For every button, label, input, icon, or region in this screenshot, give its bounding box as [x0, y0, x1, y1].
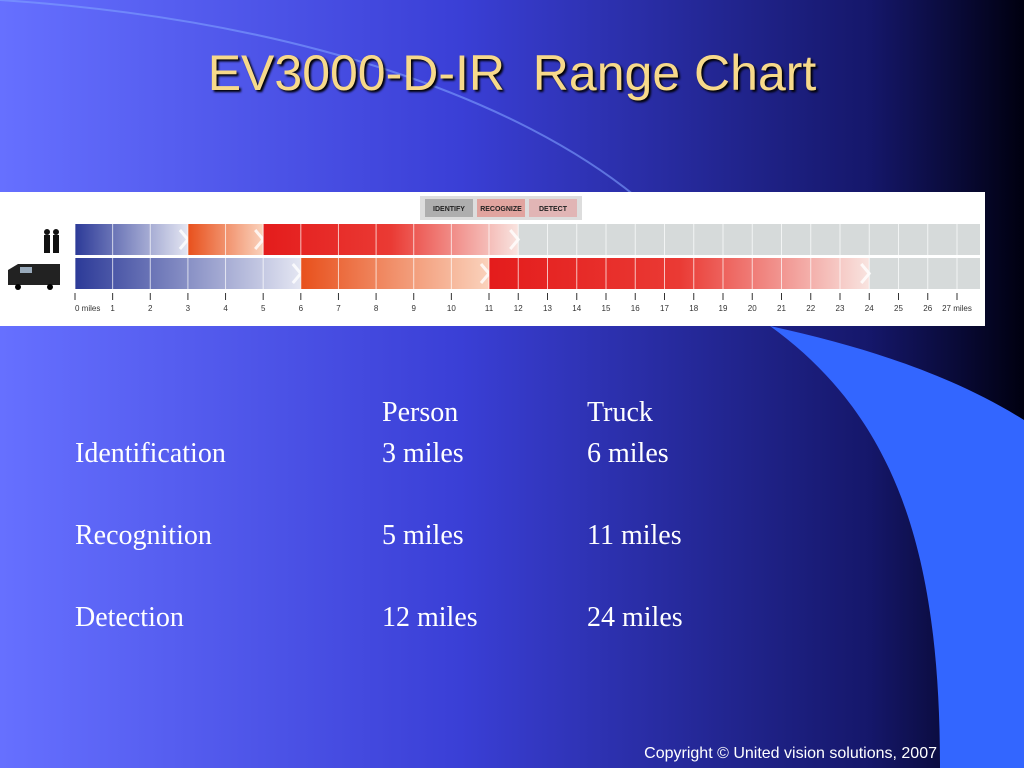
table-cell: 24 miles	[587, 602, 683, 633]
tick-label: 23	[836, 304, 845, 313]
tick-label: 1	[110, 304, 115, 313]
tick-label: 5	[261, 304, 266, 313]
tick-label: 7	[336, 304, 341, 313]
range-segment	[489, 258, 870, 289]
tick-label: 12	[514, 304, 523, 313]
tick-label: 6	[299, 304, 304, 313]
tick-label: 21	[777, 304, 786, 313]
tick-label: 19	[719, 304, 728, 313]
tick-label: 26	[923, 304, 932, 313]
tick-label: 11	[485, 304, 494, 313]
legend-swatch	[529, 199, 577, 217]
tick-label: 8	[374, 304, 379, 313]
legend-label: IDENTIFY	[433, 206, 465, 213]
title: EV3000-D-IR Range Chart	[208, 45, 817, 101]
table-cell: Identification	[75, 438, 226, 469]
legend-label: RECOGNIZE	[480, 206, 522, 213]
tick-label: 0 miles	[75, 304, 100, 313]
table-cell: 11 miles	[587, 520, 682, 551]
tick-label: 2	[148, 304, 153, 313]
decor-shape	[770, 326, 1024, 768]
legend-label: DETECT	[539, 206, 568, 213]
tick-label: 9	[412, 304, 417, 313]
table-cell: 3 miles	[382, 438, 464, 469]
tick-label: 16	[631, 304, 640, 313]
truck-icon	[8, 264, 60, 290]
legend-swatch	[425, 199, 473, 217]
tick-label: 15	[602, 304, 611, 313]
tick-label: 13	[543, 304, 552, 313]
person-icon	[44, 229, 59, 253]
table-cell: 6 miles	[587, 438, 669, 469]
table-cell: Recognition	[75, 520, 212, 551]
table-cell: Detection	[75, 602, 184, 633]
tick-label: 25	[894, 304, 903, 313]
tick-label: 3	[186, 304, 191, 313]
table-header: Person	[382, 397, 458, 428]
table-cell: 12 miles	[382, 602, 478, 633]
range-segment	[263, 224, 519, 255]
tick-label: 22	[806, 304, 815, 313]
tick-label: 14	[572, 304, 581, 313]
range-segment	[300, 258, 489, 289]
copyright: Copyright © United vision solutions, 200…	[644, 745, 937, 762]
tick-label: 17	[660, 304, 669, 313]
legend-box	[420, 196, 582, 220]
tick-label: 24	[865, 304, 874, 313]
tick-label: 10	[447, 304, 456, 313]
table-header: Truck	[587, 397, 653, 428]
tick-label: 4	[223, 304, 228, 313]
tick-label: 27 miles	[942, 304, 972, 313]
table-cell: 5 miles	[382, 520, 464, 551]
legend-swatch	[477, 199, 525, 217]
tick-label: 20	[748, 304, 757, 313]
tick-label: 18	[689, 304, 698, 313]
decor-curve	[0, 0, 641, 201]
range-segment	[75, 224, 188, 255]
